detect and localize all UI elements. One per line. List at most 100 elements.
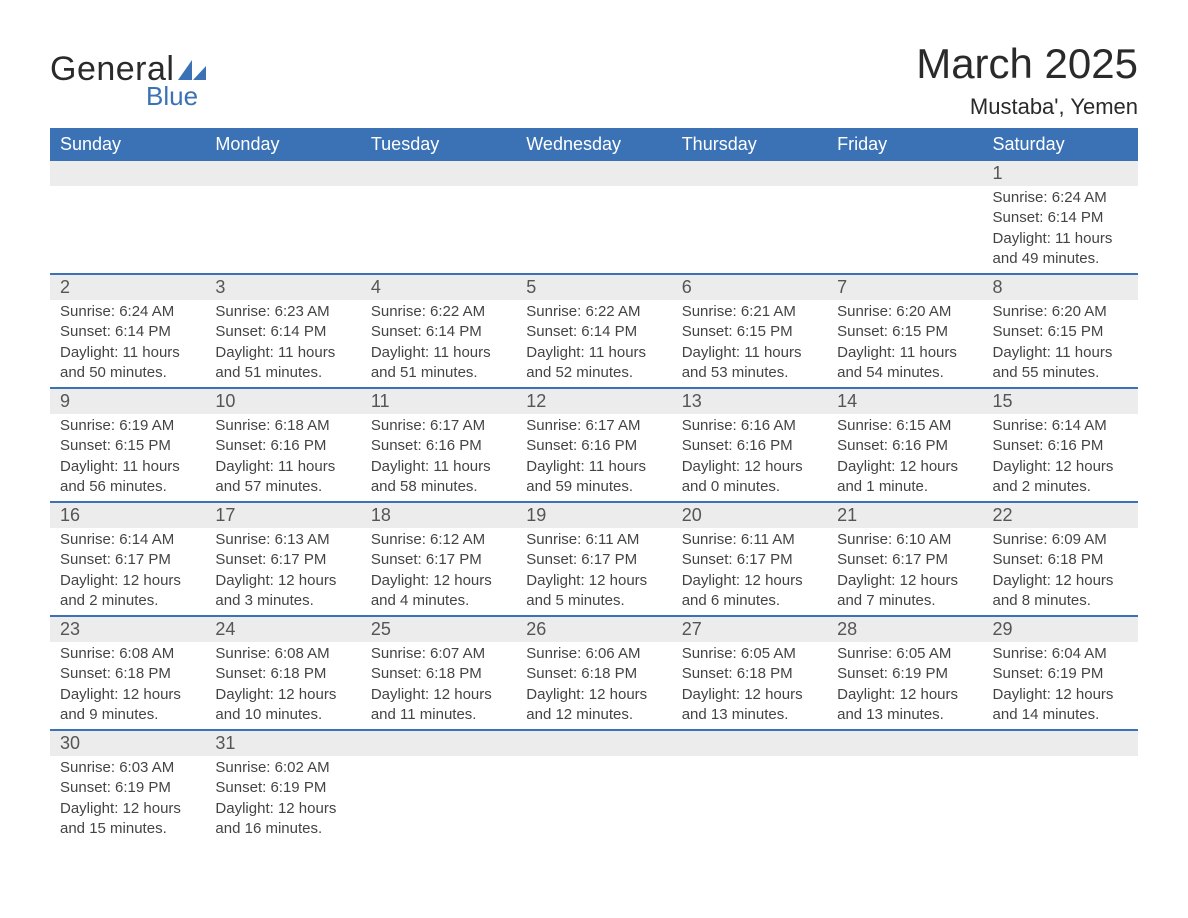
daylight: Daylight: 12 hours and 12 minutes. xyxy=(526,685,661,726)
daylight: Daylight: 12 hours and 14 minutes. xyxy=(993,685,1128,726)
day-number: 21 xyxy=(827,503,982,528)
daylight: Daylight: 12 hours and 10 minutes. xyxy=(215,685,350,726)
sunrise: Sunrise: 6:24 AM xyxy=(60,302,195,322)
day-cell xyxy=(50,186,205,274)
sunset: Sunset: 6:19 PM xyxy=(993,664,1128,684)
sunrise: Sunrise: 6:12 AM xyxy=(371,530,506,550)
day-number: 27 xyxy=(672,617,827,642)
day-cell: Sunrise: 6:20 AMSunset: 6:15 PMDaylight:… xyxy=(983,300,1138,388)
day-number: 26 xyxy=(516,617,671,642)
day-number: 25 xyxy=(361,617,516,642)
sunrise: Sunrise: 6:23 AM xyxy=(215,302,350,322)
sunrise: Sunrise: 6:14 AM xyxy=(993,416,1128,436)
day-number: 6 xyxy=(672,275,827,300)
day-number: 12 xyxy=(516,389,671,414)
daylight: Daylight: 12 hours and 3 minutes. xyxy=(215,571,350,612)
day-cell: Sunrise: 6:11 AMSunset: 6:17 PMDaylight:… xyxy=(672,528,827,616)
daynum-row: 2345678 xyxy=(50,275,1138,300)
day-cell: Sunrise: 6:12 AMSunset: 6:17 PMDaylight:… xyxy=(361,528,516,616)
daynum-row: 9101112131415 xyxy=(50,389,1138,414)
sunrise: Sunrise: 6:14 AM xyxy=(60,530,195,550)
daylight: Daylight: 12 hours and 6 minutes. xyxy=(682,571,817,612)
sunrise: Sunrise: 6:21 AM xyxy=(682,302,817,322)
day-number: 4 xyxy=(361,275,516,300)
daylight: Daylight: 11 hours and 56 minutes. xyxy=(60,457,195,498)
daylight: Daylight: 11 hours and 51 minutes. xyxy=(215,343,350,384)
day-cell: Sunrise: 6:06 AMSunset: 6:18 PMDaylight:… xyxy=(516,642,671,730)
sunset: Sunset: 6:14 PM xyxy=(60,322,195,342)
daynum-row: 3031 xyxy=(50,731,1138,756)
sunrise: Sunrise: 6:08 AM xyxy=(60,644,195,664)
sunset: Sunset: 6:16 PM xyxy=(371,436,506,456)
day-number: 30 xyxy=(50,731,205,756)
sunrise: Sunrise: 6:20 AM xyxy=(993,302,1128,322)
daylight: Daylight: 12 hours and 1 minute. xyxy=(837,457,972,498)
daynum-row: 23242526272829 xyxy=(50,617,1138,642)
sunset: Sunset: 6:14 PM xyxy=(371,322,506,342)
daylight: Daylight: 11 hours and 54 minutes. xyxy=(837,343,972,384)
sunrise: Sunrise: 6:24 AM xyxy=(993,188,1128,208)
day-cell: Sunrise: 6:04 AMSunset: 6:19 PMDaylight:… xyxy=(983,642,1138,730)
daylight: Daylight: 11 hours and 55 minutes. xyxy=(993,343,1128,384)
day-cell: Sunrise: 6:19 AMSunset: 6:15 PMDaylight:… xyxy=(50,414,205,502)
day-number xyxy=(516,731,671,756)
sunset: Sunset: 6:15 PM xyxy=(837,322,972,342)
day-cell: Sunrise: 6:18 AMSunset: 6:16 PMDaylight:… xyxy=(205,414,360,502)
daynum-row: 16171819202122 xyxy=(50,503,1138,528)
day-number: 19 xyxy=(516,503,671,528)
day-number xyxy=(50,161,205,186)
day-number: 16 xyxy=(50,503,205,528)
day-number xyxy=(516,161,671,186)
brand-logo: General Blue xyxy=(50,50,206,112)
content-row: Sunrise: 6:14 AMSunset: 6:17 PMDaylight:… xyxy=(50,528,1138,616)
content-row: Sunrise: 6:24 AMSunset: 6:14 PMDaylight:… xyxy=(50,300,1138,388)
sunrise: Sunrise: 6:04 AM xyxy=(993,644,1128,664)
daylight: Daylight: 11 hours and 53 minutes. xyxy=(682,343,817,384)
daylight: Daylight: 11 hours and 50 minutes. xyxy=(60,343,195,384)
day-number: 29 xyxy=(983,617,1138,642)
daylight: Daylight: 11 hours and 57 minutes. xyxy=(215,457,350,498)
day-cell: Sunrise: 6:22 AMSunset: 6:14 PMDaylight:… xyxy=(361,300,516,388)
daylight: Daylight: 12 hours and 15 minutes. xyxy=(60,799,195,840)
day-cell: Sunrise: 6:13 AMSunset: 6:17 PMDaylight:… xyxy=(205,528,360,616)
sunset: Sunset: 6:14 PM xyxy=(215,322,350,342)
sunset: Sunset: 6:16 PM xyxy=(682,436,817,456)
daylight: Daylight: 12 hours and 2 minutes. xyxy=(993,457,1128,498)
col-tuesday: Tuesday xyxy=(361,128,516,161)
day-cell: Sunrise: 6:03 AMSunset: 6:19 PMDaylight:… xyxy=(50,756,205,843)
day-number xyxy=(361,161,516,186)
day-number: 1 xyxy=(983,161,1138,186)
day-cell xyxy=(983,756,1138,843)
day-cell: Sunrise: 6:14 AMSunset: 6:16 PMDaylight:… xyxy=(983,414,1138,502)
daylight: Daylight: 11 hours and 59 minutes. xyxy=(526,457,661,498)
day-cell: Sunrise: 6:14 AMSunset: 6:17 PMDaylight:… xyxy=(50,528,205,616)
sunrise: Sunrise: 6:11 AM xyxy=(682,530,817,550)
day-cell: Sunrise: 6:09 AMSunset: 6:18 PMDaylight:… xyxy=(983,528,1138,616)
daylight: Daylight: 12 hours and 2 minutes. xyxy=(60,571,195,612)
daylight: Daylight: 12 hours and 5 minutes. xyxy=(526,571,661,612)
day-number: 9 xyxy=(50,389,205,414)
sunset: Sunset: 6:17 PM xyxy=(526,550,661,570)
day-number: 11 xyxy=(361,389,516,414)
col-saturday: Saturday xyxy=(983,128,1138,161)
day-number xyxy=(672,161,827,186)
sunset: Sunset: 6:17 PM xyxy=(215,550,350,570)
day-cell xyxy=(361,756,516,843)
content-row: Sunrise: 6:03 AMSunset: 6:19 PMDaylight:… xyxy=(50,756,1138,843)
daylight: Daylight: 12 hours and 7 minutes. xyxy=(837,571,972,612)
day-number: 5 xyxy=(516,275,671,300)
day-cell: Sunrise: 6:17 AMSunset: 6:16 PMDaylight:… xyxy=(516,414,671,502)
calendar-table: Sunday Monday Tuesday Wednesday Thursday… xyxy=(50,128,1138,843)
day-cell: Sunrise: 6:07 AMSunset: 6:18 PMDaylight:… xyxy=(361,642,516,730)
day-number xyxy=(983,731,1138,756)
content-row: Sunrise: 6:08 AM Sunset: 6:18 PM Daylight:… xyxy=(50,642,1138,730)
day-cell: Sunrise: 6:17 AMSunset: 6:16 PMDaylight:… xyxy=(361,414,516,502)
day-cell xyxy=(205,186,360,274)
day-cell: Sunrise: 6:05 AMSunset: 6:19 PMDaylight:… xyxy=(827,642,982,730)
day-cell: Sunrise: 6:21 AMSunset: 6:15 PMDaylight:… xyxy=(672,300,827,388)
day-cell: Sunrise: 6:08 AMSunset: 6:18 PMDaylight:… xyxy=(205,642,360,730)
sunset: Sunset: 6:18 PM xyxy=(371,664,506,684)
day-cell xyxy=(827,756,982,843)
sunset: Sunset: 6:14 PM xyxy=(993,208,1128,228)
day-cell: Sunrise: 6:24 AMSunset: 6:14 PMDaylight:… xyxy=(50,300,205,388)
